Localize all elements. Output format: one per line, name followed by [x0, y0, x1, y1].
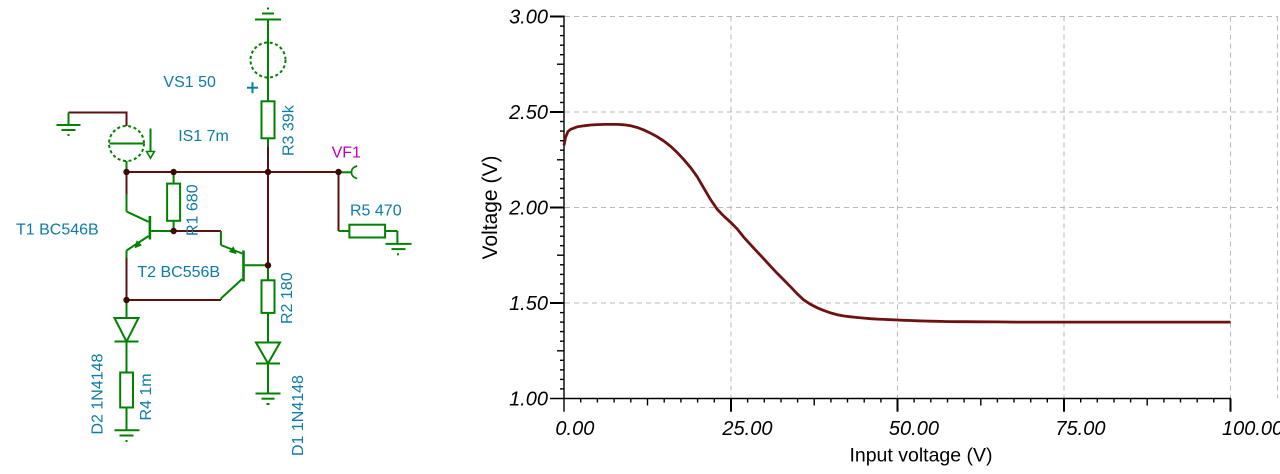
svg-text:VS1 50: VS1 50 [163, 74, 216, 91]
svg-text:T2 BC556B: T2 BC556B [137, 264, 220, 281]
svg-text:R1 680: R1 680 [185, 184, 202, 236]
svg-text:R2 180: R2 180 [279, 272, 296, 324]
svg-text:D2 1N4148: D2 1N4148 [90, 353, 107, 434]
svg-text:Voltage (V): Voltage (V) [479, 156, 502, 260]
svg-text:75.00: 75.00 [1055, 418, 1105, 440]
svg-text:D1 1N4148: D1 1N4148 [290, 375, 307, 456]
svg-text:R4 1m: R4 1m [138, 373, 155, 420]
svg-text:Input voltage (V): Input voltage (V) [849, 445, 992, 467]
svg-text:R5 470: R5 470 [350, 202, 402, 219]
svg-text:1.50: 1.50 [509, 293, 548, 315]
svg-text:T1 BC546B: T1 BC546B [16, 222, 99, 239]
svg-text:1.00: 1.00 [509, 389, 548, 411]
svg-text:0.00: 0.00 [555, 418, 594, 440]
svg-text:R3 39k: R3 39k [281, 104, 298, 156]
svg-text:2.50: 2.50 [508, 102, 548, 124]
svg-text:50.00: 50.00 [889, 418, 939, 440]
svg-text:100.00: 100.00 [1222, 418, 1280, 440]
svg-text:2.00: 2.00 [508, 198, 548, 220]
svg-text:VF1: VF1 [332, 145, 361, 162]
svg-text:3.00: 3.00 [509, 7, 548, 29]
svg-text:IS1 7m: IS1 7m [178, 128, 229, 145]
svg-text:25.00: 25.00 [721, 418, 772, 440]
